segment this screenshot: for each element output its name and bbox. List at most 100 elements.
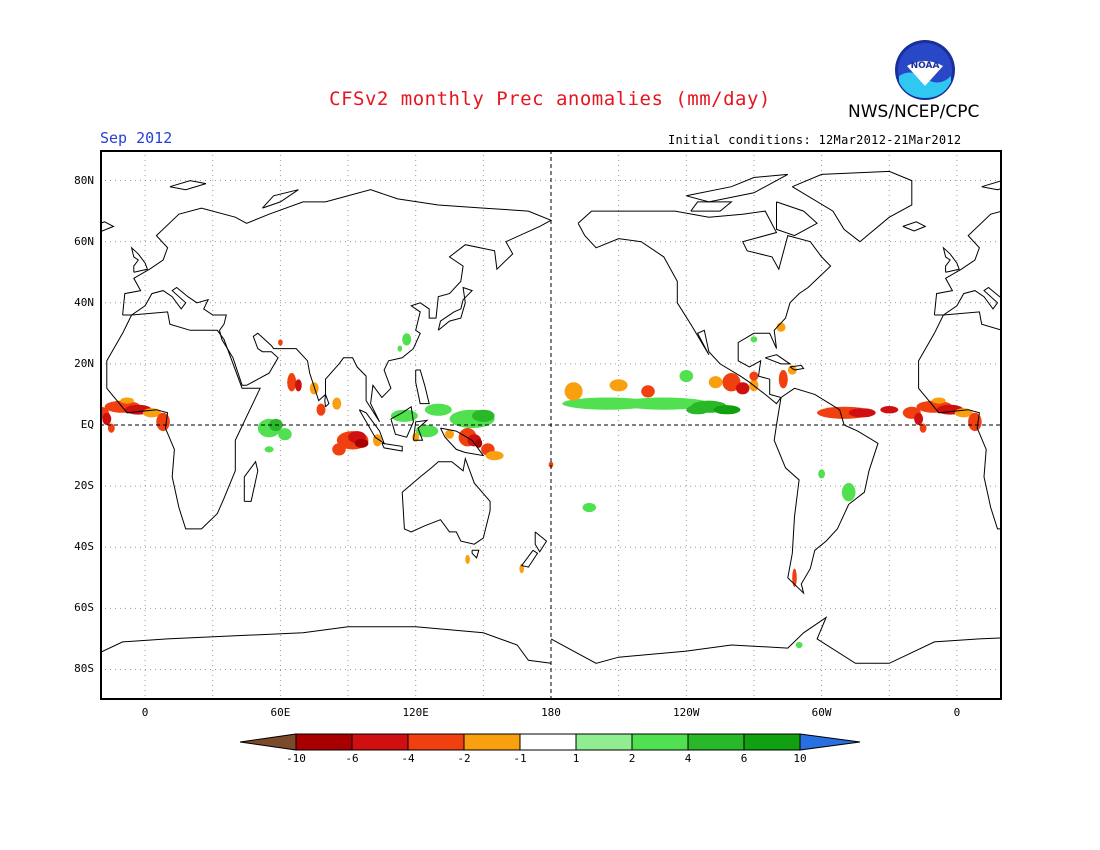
coast-philippines [415, 369, 430, 405]
lat-label: 40N [74, 295, 94, 309]
dry-anomaly-area [295, 379, 302, 392]
coast-svalbard [981, 180, 1002, 191]
lat-label: 60S [74, 601, 94, 615]
wet-anomaly-area [841, 483, 856, 502]
lat-label: 80N [74, 173, 94, 187]
logo-text: NOAA [911, 61, 940, 71]
coast-iceland [100, 221, 115, 232]
wet-anomaly-area [618, 397, 709, 410]
coast-australia [401, 456, 491, 545]
coastlines [100, 170, 1002, 664]
coast-antarctica [550, 616, 1002, 664]
noaa-logo: NOAA [895, 40, 955, 100]
dry-anomaly-area [278, 339, 283, 346]
coast-europe-asia [122, 189, 553, 423]
dry-anomaly-area [787, 365, 797, 375]
dry-anomaly-area [919, 423, 927, 433]
agency-label: NWS/NCEP/CPC [848, 102, 980, 122]
coast-africa [918, 311, 1002, 530]
coast-sri-lanka [324, 394, 330, 408]
dry-anomaly-area [609, 379, 628, 392]
lon-label: 60E [270, 706, 291, 719]
lon-label: 120W [673, 706, 700, 719]
dry-anomaly-area [708, 376, 723, 389]
colorbar-tick: -1 [513, 752, 527, 765]
wet-anomaly-area [582, 502, 597, 513]
wet-anomaly-area [424, 403, 452, 416]
coast-svalbard [169, 180, 207, 191]
colorbar-tick: 6 [740, 752, 748, 765]
wet-anomaly-area [278, 428, 292, 441]
colorbar-segment [295, 733, 353, 751]
plot-title: CFSv2 monthly Prec anomalies (mm/day) [329, 88, 771, 110]
colorbar-tick: -4 [401, 752, 415, 765]
colorbar-segment [407, 733, 465, 751]
dry-anomaly-area [880, 406, 899, 414]
lat-label: 20S [74, 479, 94, 493]
colorbar-segment [799, 733, 861, 751]
coast-uk [130, 246, 149, 273]
dry-anomaly-area [735, 382, 750, 395]
colorbar-segment [519, 733, 577, 751]
coast-cuba [765, 354, 792, 365]
coast-hispaniola [789, 364, 805, 371]
lon-label: 120E [402, 706, 429, 719]
coast-tasmania [471, 549, 480, 559]
coast-uk [942, 246, 960, 273]
colorbar-segment [631, 733, 689, 751]
reference-lines [100, 150, 1002, 700]
colorbar-tick: 1 [572, 752, 580, 765]
wet-anomaly-area [679, 370, 694, 383]
coast-java [381, 442, 403, 452]
coast-madagascar [243, 460, 259, 502]
lat-label: 20N [74, 356, 94, 370]
wet-anomaly-area [415, 425, 439, 438]
dry-anomaly-area [914, 412, 924, 425]
coast-borneo [390, 405, 414, 438]
coast-iceland [902, 221, 927, 232]
dry-anomaly-area [792, 568, 797, 587]
dry-anomaly-area [332, 443, 346, 456]
lon-label: 0 [141, 706, 149, 719]
dry-anomaly-area [722, 373, 741, 392]
dry-anomaly-area [107, 423, 115, 433]
wet-anomaly-area [472, 409, 495, 422]
colorbar-tick: -6 [345, 752, 359, 765]
dry-anomaly-area [465, 554, 470, 564]
colorbar-tick: 4 [684, 752, 692, 765]
dry-anomaly-area [776, 322, 786, 332]
colorbar-tick: -10 [286, 752, 306, 765]
dry-anomaly-area [445, 429, 454, 439]
dry-anomaly-area [287, 373, 297, 392]
dry-anomaly-area [120, 397, 134, 404]
forecast-month: Sep 2012 [100, 129, 173, 147]
dry-anomaly-area [968, 412, 982, 432]
colorbar-segment [575, 733, 633, 751]
coast-africa [106, 311, 261, 530]
lat-label: EQ [80, 418, 94, 431]
colorbar-tick: 10 [793, 752, 807, 765]
coast-nz-north [534, 531, 548, 553]
map-frame [100, 150, 1002, 700]
dry-anomaly-area [354, 438, 369, 448]
wet-anomaly-area [795, 641, 803, 649]
coast-n-america [577, 210, 832, 405]
dry-anomaly-area [932, 397, 946, 404]
coast-new-guinea [440, 427, 485, 457]
coast-s-america [773, 387, 879, 595]
coast-antarctica [100, 626, 552, 664]
wet-anomaly-area [402, 333, 412, 346]
dry-anomaly-area [102, 412, 112, 425]
world-map [100, 150, 1002, 700]
dry-anomaly-area [316, 403, 326, 416]
lon-label: 0 [953, 706, 961, 719]
coast-victoria [690, 201, 733, 212]
coast-greenland [792, 170, 913, 243]
lat-label: 80S [74, 662, 94, 676]
colorbar-segment [463, 733, 521, 751]
colorbar [240, 733, 861, 751]
coast-baffin [776, 201, 818, 237]
dry-anomaly-area [485, 451, 504, 461]
dry-anomaly-area [332, 397, 342, 410]
colorbar-tick: -2 [457, 752, 471, 765]
